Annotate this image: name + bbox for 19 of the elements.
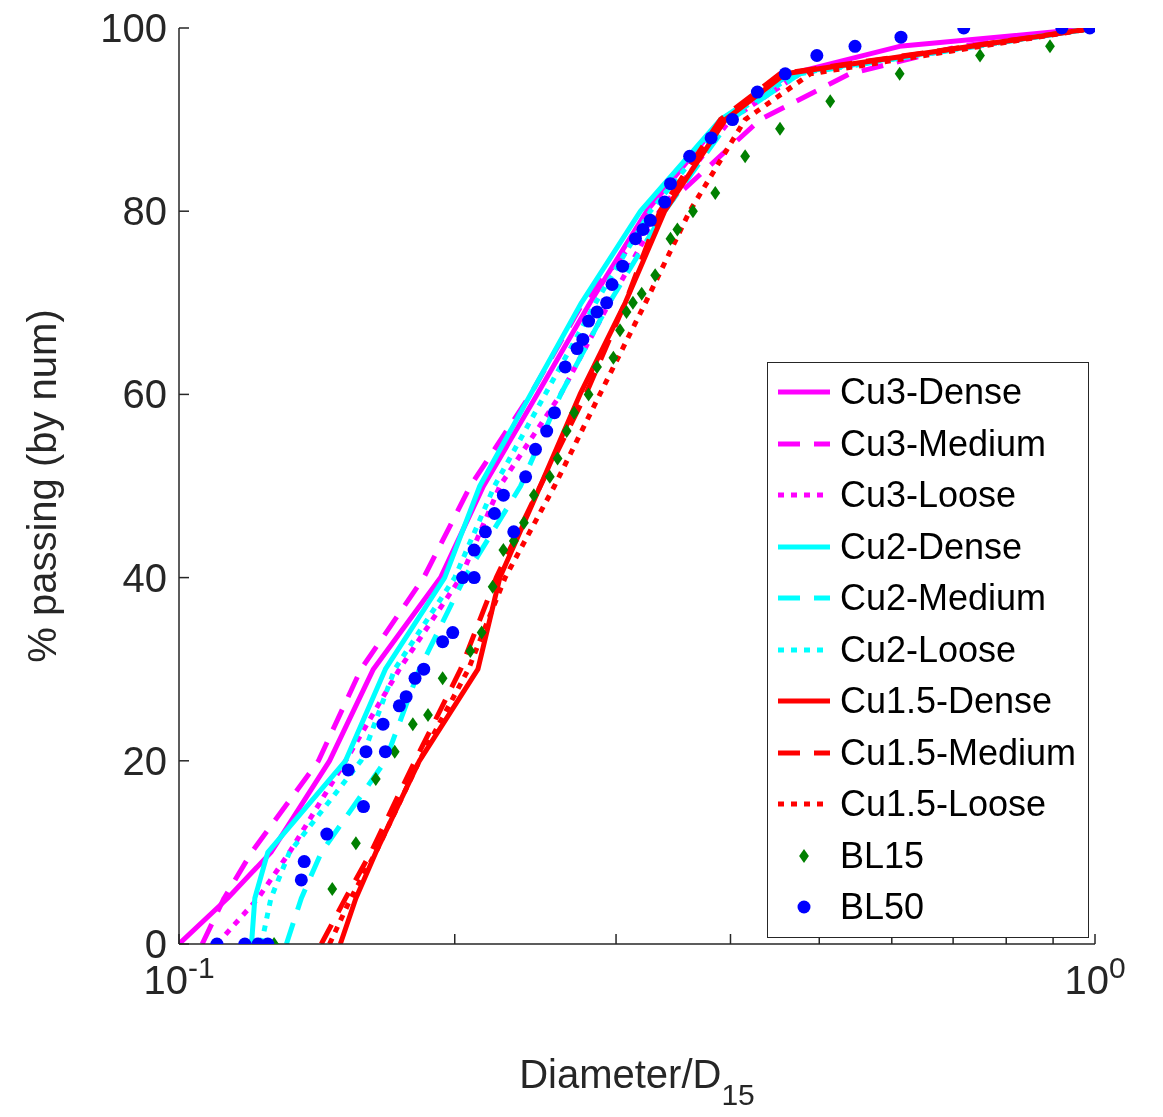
y-tick-label: 60 bbox=[122, 372, 167, 417]
legend-label: Cu1.5-Medium bbox=[839, 731, 1076, 774]
legend-label: Cu1.5-Dense bbox=[839, 680, 1053, 723]
legend-label: Cu3-Dense bbox=[839, 371, 1022, 414]
legend-label: Cu2-Loose bbox=[839, 628, 1017, 671]
legend-label: Cu2-Medium bbox=[839, 577, 1046, 620]
y-tick-label: 100 bbox=[100, 6, 167, 50]
y-axis-title: % passing (by num) bbox=[20, 309, 64, 663]
legend-label: Cu3-Medium bbox=[839, 422, 1046, 465]
x-tick-label: 10$^{0}$ bbox=[1064, 950, 1126, 1002]
legend-label: BL15 bbox=[839, 834, 924, 877]
legend-label: Cu3-Loose bbox=[839, 474, 1017, 517]
y-tick-label: 40 bbox=[122, 555, 167, 600]
y-tick-label: 80 bbox=[122, 189, 167, 234]
x-axis-title: Diameter/D$_{15}$ bbox=[519, 1052, 755, 1111]
legend-label: Cu2-Dense bbox=[839, 525, 1022, 568]
legend-label: Cu1.5-Loose bbox=[839, 783, 1047, 826]
legend-label: BL50 bbox=[839, 886, 924, 929]
y-tick-label: 20 bbox=[122, 738, 167, 783]
